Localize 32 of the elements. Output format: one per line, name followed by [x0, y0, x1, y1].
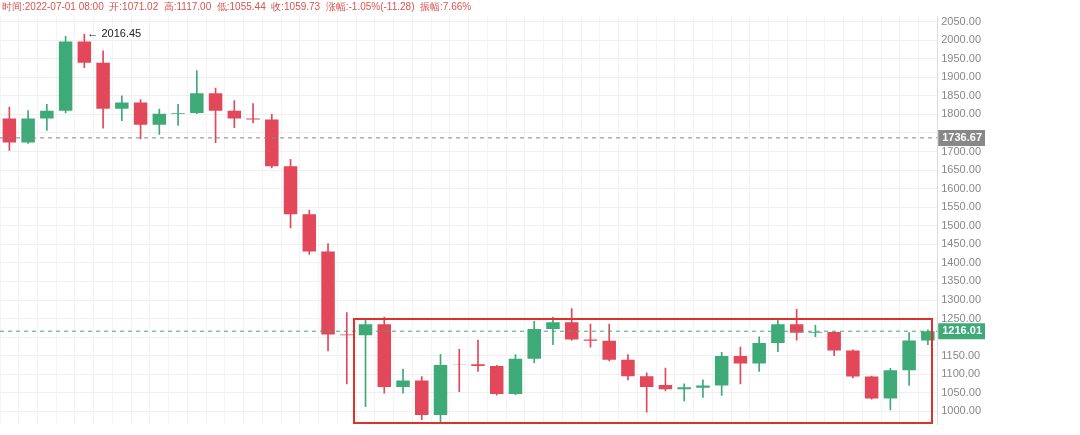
y-tick-label: 1800.00 — [941, 107, 981, 120]
y-tick-label: 1950.00 — [941, 51, 981, 64]
candlestick — [471, 339, 485, 372]
y-tick-label: 1550.00 — [941, 200, 981, 213]
y-tick-label: 1300.00 — [941, 293, 981, 306]
candlestick — [396, 368, 410, 394]
y-tick-label: 1100.00 — [941, 367, 981, 380]
y-tick-label: 1000.00 — [941, 404, 981, 417]
y-tick-label: 2050.00 — [941, 14, 981, 27]
y-tick-label: 1350.00 — [941, 274, 981, 287]
y-tick-label: 1700.00 — [941, 144, 981, 157]
annotation: ← 2016.45 — [87, 27, 142, 40]
candlestick — [677, 383, 691, 402]
ref-line-label: 1216.01 — [942, 324, 982, 337]
y-tick-label: 1150.00 — [941, 348, 981, 361]
y-tick-label: 1900.00 — [941, 70, 981, 83]
candlestick — [115, 95, 129, 122]
y-tick-label: 1650.00 — [941, 163, 981, 176]
y-tick-label: 1850.00 — [941, 88, 981, 101]
y-tick-label: 1250.00 — [941, 311, 981, 324]
candlestick — [40, 104, 54, 131]
y-tick-label: 2000.00 — [941, 33, 981, 46]
y-tick-label: 1400.00 — [941, 255, 981, 268]
ref-line-label: 1736.67 — [942, 130, 982, 143]
candlestick — [171, 104, 185, 126]
candlestick — [246, 103, 260, 124]
y-tick-label: 1450.00 — [941, 237, 981, 250]
candlestick — [696, 379, 710, 398]
y-tick-label: 1050.00 — [941, 385, 981, 398]
text: 时间:2022-07-01 08:00 开:1071.02 高:1117.00 低:1055.44 收:1059.73 涨幅:-1.05%(-11.28) 振幅:7.66% — [2, 0, 472, 12]
y-tick-label: 1500.00 — [941, 218, 981, 231]
y-tick-label: 1600.00 — [941, 181, 981, 194]
